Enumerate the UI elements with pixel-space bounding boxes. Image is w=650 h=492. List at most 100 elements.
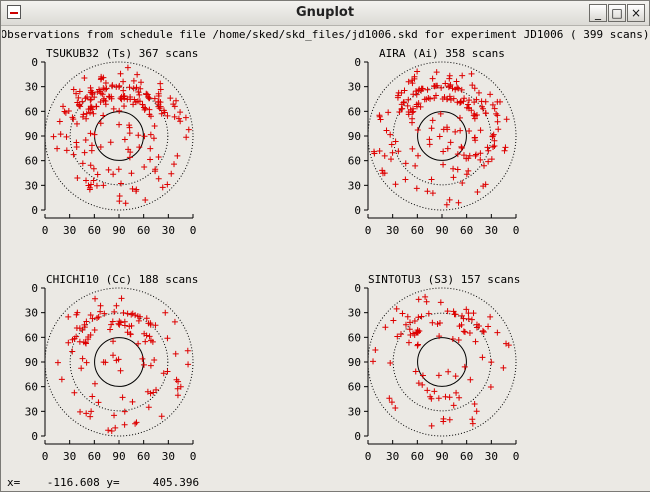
panel-1-scan-point xyxy=(175,115,182,122)
panel-1-scan-point xyxy=(88,147,95,154)
panel-3-scan-point xyxy=(150,389,157,396)
minimize-button[interactable]: _ xyxy=(589,4,607,22)
panel-3-scan-point xyxy=(84,336,91,343)
panel-1-scan-point xyxy=(103,85,110,92)
panel-1-scan-point xyxy=(183,134,190,141)
panel-1-scan-point xyxy=(87,109,94,116)
panel-3-scan-point xyxy=(140,361,147,368)
panel-4-scan-point xyxy=(393,305,400,312)
panel-3-scan-point xyxy=(92,295,99,302)
panel-2-scan-point xyxy=(474,189,481,196)
panel-3-scan-point xyxy=(108,321,115,328)
panel-3-scan-point xyxy=(109,318,116,325)
panel-1-x-tick-label: 0 xyxy=(190,224,197,237)
panel-2-label: AIRA (Ai) 358 scans xyxy=(379,47,505,60)
panel-2-scan-point xyxy=(398,89,405,96)
panel-1-scan-point xyxy=(100,112,107,119)
panel-2-scan-point xyxy=(494,98,501,105)
panel-4-x-tick-label: 30 xyxy=(386,450,399,463)
panel-1-scan-point xyxy=(136,91,143,98)
panel-2-scan-point xyxy=(489,101,496,108)
panel-1-scan-point xyxy=(60,103,67,110)
panel-2-x-tick-label: 0 xyxy=(365,224,372,237)
panel-4-x-tick-label: 60 xyxy=(411,450,424,463)
panel-4-scan-point xyxy=(418,313,425,320)
status-x-label: x= xyxy=(7,476,21,489)
panel-2-scan-point xyxy=(410,105,417,112)
panel-1-scan-point xyxy=(57,131,64,138)
panel-1-y-tick-label: 0 xyxy=(31,56,38,69)
panel-2-scan-point xyxy=(387,156,394,163)
panel-1-scan-point xyxy=(87,97,94,104)
plot-canvas[interactable]: Observations from schedule file /home/sk… xyxy=(2,26,650,491)
panel-3-scan-point xyxy=(81,321,88,328)
panel-1-x-tick-label: 0 xyxy=(42,224,49,237)
panel-1-x-tick-label: 30 xyxy=(162,224,175,237)
panel-4-scan-point xyxy=(470,310,477,317)
panel-1-scan-point xyxy=(63,147,70,154)
panel-1-scan-point xyxy=(126,154,133,161)
title-bar[interactable]: Gnuplot _ □ × xyxy=(1,1,649,26)
panel-4-scan-point xyxy=(468,316,475,323)
maximize-button[interactable]: □ xyxy=(608,4,626,22)
panel-4-scan-point xyxy=(473,408,480,415)
panel-4-scan-point xyxy=(404,313,411,320)
panel-4-scan-point xyxy=(463,306,470,313)
panel-2-y-tick-label: 60 xyxy=(348,155,361,168)
plot-title: Observations from schedule file /home/sk… xyxy=(2,28,650,41)
panel-1-scan-point xyxy=(116,83,123,90)
panel-1-scan-point xyxy=(136,98,143,105)
panel-2-scan-point xyxy=(447,97,454,104)
panel-1-scan-point xyxy=(93,182,100,189)
panel-1-scan-point xyxy=(151,95,158,102)
panel-1-scan-point xyxy=(107,139,114,146)
panel-4-scan-point xyxy=(452,373,459,380)
panel-2-scan-point xyxy=(418,85,425,92)
panel-2-x-tick-label: 90 xyxy=(435,224,448,237)
panel-2-scan-point xyxy=(385,109,392,116)
panel-1-scan-point xyxy=(133,84,140,91)
panel-1-scan-point xyxy=(70,151,77,158)
panel-1-scan-point xyxy=(155,93,162,100)
panel-4-scan-point xyxy=(458,312,465,319)
panel-2-scan-point xyxy=(377,116,384,123)
panel-2-scan-point xyxy=(458,143,465,150)
panel-2-scan-point xyxy=(444,126,451,133)
panel-2-scan-point xyxy=(501,147,508,154)
panel-1-scan-point xyxy=(88,96,95,103)
panel-2-scan-point xyxy=(454,151,461,158)
panel-1-scan-point xyxy=(83,110,90,117)
panel-2-scan-point xyxy=(459,72,466,79)
panel-1-scan-point xyxy=(79,160,86,167)
panel-3-scan-point xyxy=(144,388,151,395)
panel-1-scan-point xyxy=(133,186,140,193)
panel-2-scan-point xyxy=(415,87,422,94)
panel-4-scan-point xyxy=(442,393,449,400)
panel-1-scan-point xyxy=(116,107,123,114)
panel-3-scan-point xyxy=(151,357,158,364)
panel-2-scan-point xyxy=(449,85,456,92)
panel-2-scan-point xyxy=(454,166,461,173)
panel-4-scan-point xyxy=(411,332,418,339)
panel-2-scan-point xyxy=(412,162,419,169)
panel-1-scan-point xyxy=(90,177,97,184)
panel-3-scan-point xyxy=(110,338,117,345)
panel-1-scan-point xyxy=(138,79,145,86)
close-button[interactable]: × xyxy=(627,4,645,22)
app-icon[interactable] xyxy=(7,5,21,19)
panel-3-x-tick-label: 60 xyxy=(88,450,101,463)
panel-1-scan-point xyxy=(121,95,128,102)
panel-1-scan-point xyxy=(65,107,72,114)
panel-2-scan-point xyxy=(489,133,496,140)
panel-4-scan-point xyxy=(479,327,486,334)
panel-4-scan-point xyxy=(431,388,438,395)
panel-2-scan-point xyxy=(469,82,476,89)
panel-4-y-tick-label: 30 xyxy=(348,405,361,418)
panel-2-scan-point xyxy=(429,117,436,124)
panel-2-x-tick-label: 60 xyxy=(460,224,473,237)
panel-2-scan-point xyxy=(388,141,395,148)
panel-3-x-tick-label: 30 xyxy=(63,450,76,463)
panel-1-scan-point xyxy=(157,99,164,106)
panel-3-scan-point xyxy=(119,394,126,401)
panel-1-scan-point xyxy=(56,118,63,125)
